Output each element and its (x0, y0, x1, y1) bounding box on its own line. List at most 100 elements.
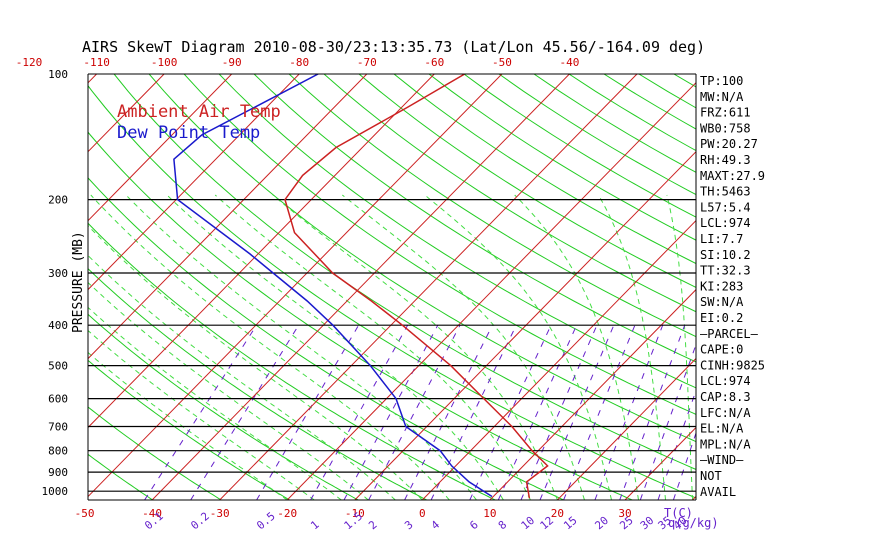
bottom-temp-tick-label: -50 (75, 507, 95, 520)
isotherm (88, 74, 165, 153)
bottom-temp-tick-label: 30 (618, 507, 631, 520)
ambient-air-temp-line (284, 74, 549, 499)
moist-adiabat (666, 194, 693, 500)
dew-point-temp-line (173, 74, 493, 498)
y-axis-label: PRESSURE (MB) (71, 231, 86, 333)
legend-ambient-air-temp: Ambient Air Temp (117, 102, 281, 122)
bottom-temp-tick-label: 10 (483, 507, 496, 520)
pressure-tick-label: 500 (48, 360, 68, 373)
dry-adiabat (88, 84, 696, 499)
legend-dew-point-temp: Dew Point Temp (117, 123, 260, 143)
isotherm (624, 426, 696, 500)
pressure-tick-label: 1000 (42, 485, 69, 498)
mixing-ratio-line (368, 324, 461, 500)
mixing-ratio-unit: q(g/kg) (668, 516, 719, 530)
dry-adiabat (358, 74, 696, 288)
dry-adiabat (288, 74, 696, 338)
dry-adiabat (323, 74, 696, 313)
pressure-tick-label: 100 (48, 68, 68, 81)
index-entry: WB0:758 (700, 121, 751, 135)
mixing-ratio-label: 30 (638, 514, 657, 532)
mixing-ratio-line (657, 389, 696, 500)
index-entry: LCL:974 (700, 374, 751, 388)
moist-adiabat (88, 254, 396, 500)
index-entry: SI:10.2 (700, 248, 751, 262)
pressure-tick-label: 300 (48, 267, 68, 280)
index-entry: AVAIL (700, 485, 736, 499)
index-entry: NOT (700, 469, 722, 483)
index-entry: —WIND— (700, 453, 744, 467)
moist-adiabat (90, 194, 450, 500)
chart-title: AIRS SkewT Diagram 2010-08-30/23:13:35.7… (82, 38, 705, 56)
top-temp-tick-label: -40 (559, 56, 579, 69)
top-temp-tick-label: -60 (424, 56, 444, 69)
mixing-ratio-line (190, 324, 300, 500)
moist-adiabat (88, 224, 423, 500)
top-temp-tick-label: -80 (289, 56, 309, 69)
index-entry: EI:0.2 (700, 311, 743, 325)
pressure-tick-label: 800 (48, 445, 68, 458)
moist-adiabat (597, 194, 666, 500)
mixing-ratio-label: 3 (402, 518, 415, 532)
isotherm (421, 219, 696, 500)
index-entry: CAP:8.3 (700, 390, 751, 404)
profile-series (173, 74, 549, 499)
isotherm (88, 74, 300, 291)
dry-adiabat (88, 313, 359, 500)
moist-adiabat (424, 194, 612, 500)
index-entry: CAPE:0 (700, 343, 743, 357)
isotherm (0, 74, 29, 500)
dry-adiabat (88, 131, 633, 500)
index-entry: CINH:9825 (700, 358, 765, 372)
dry-adiabat (428, 74, 696, 241)
index-entry: MW:N/A (700, 90, 744, 104)
dry-adiabat (88, 177, 564, 500)
dry-adiabat (148, 74, 696, 443)
dry-adiabat (253, 74, 696, 363)
dry-adiabat (88, 359, 290, 500)
dry-adiabat (463, 74, 696, 218)
bottom-temp-tick-label: -30 (210, 507, 230, 520)
bottom-temp-tick-label: 20 (551, 507, 564, 520)
mixing-ratio-line (497, 324, 578, 500)
isotherm (219, 74, 638, 500)
mixing-ratio-line (672, 431, 696, 500)
pressure-tick-label: 700 (48, 421, 68, 434)
mixing-ratio-label: 6 (467, 518, 480, 532)
pressure-tick-label: 900 (48, 466, 68, 479)
dry-adiabat (183, 74, 696, 415)
mixing-ratio-label: 0.2 (188, 510, 212, 533)
isotherm (557, 357, 696, 500)
mixing-ratio-line (619, 325, 686, 500)
dry-adiabat (744, 74, 870, 500)
index-entry: TT:32.3 (700, 264, 751, 278)
moist-adiabat (166, 194, 504, 500)
mixing-ratio-label: 10 (519, 514, 538, 532)
isotherm (760, 74, 870, 500)
moist-adiabat (341, 194, 585, 500)
x-axis-label: T(C) (664, 506, 693, 520)
index-entry: PW:20.27 (700, 137, 758, 151)
index-entry: LFC:N/A (700, 406, 751, 420)
top-temp-tick-label: -110 (83, 56, 110, 69)
mixing-ratio-line (782, 325, 828, 500)
bottom-temp-tick-label: -20 (277, 507, 297, 520)
index-entry: TH:5463 (700, 185, 751, 199)
index-entry: EL:N/A (700, 422, 744, 436)
mixing-ratio-label: 1 (308, 518, 321, 532)
dry-adiabat (218, 74, 696, 389)
index-entry: L57:5.4 (700, 200, 751, 214)
index-entry: —PARCEL— (700, 327, 759, 341)
index-entry: MAXT:27.9 (700, 169, 765, 183)
dry-adiabat (88, 406, 222, 500)
dry-adiabat (779, 74, 870, 500)
bottom-temp-tick-label: 0 (419, 507, 426, 520)
mixing-ratio-label: 20 (592, 514, 611, 532)
moist-adiabat (272, 194, 558, 500)
pressure-tick-label: 400 (48, 319, 68, 332)
top-temp-tick-label: -90 (222, 56, 242, 69)
pressure-tick-label: 600 (48, 393, 68, 406)
